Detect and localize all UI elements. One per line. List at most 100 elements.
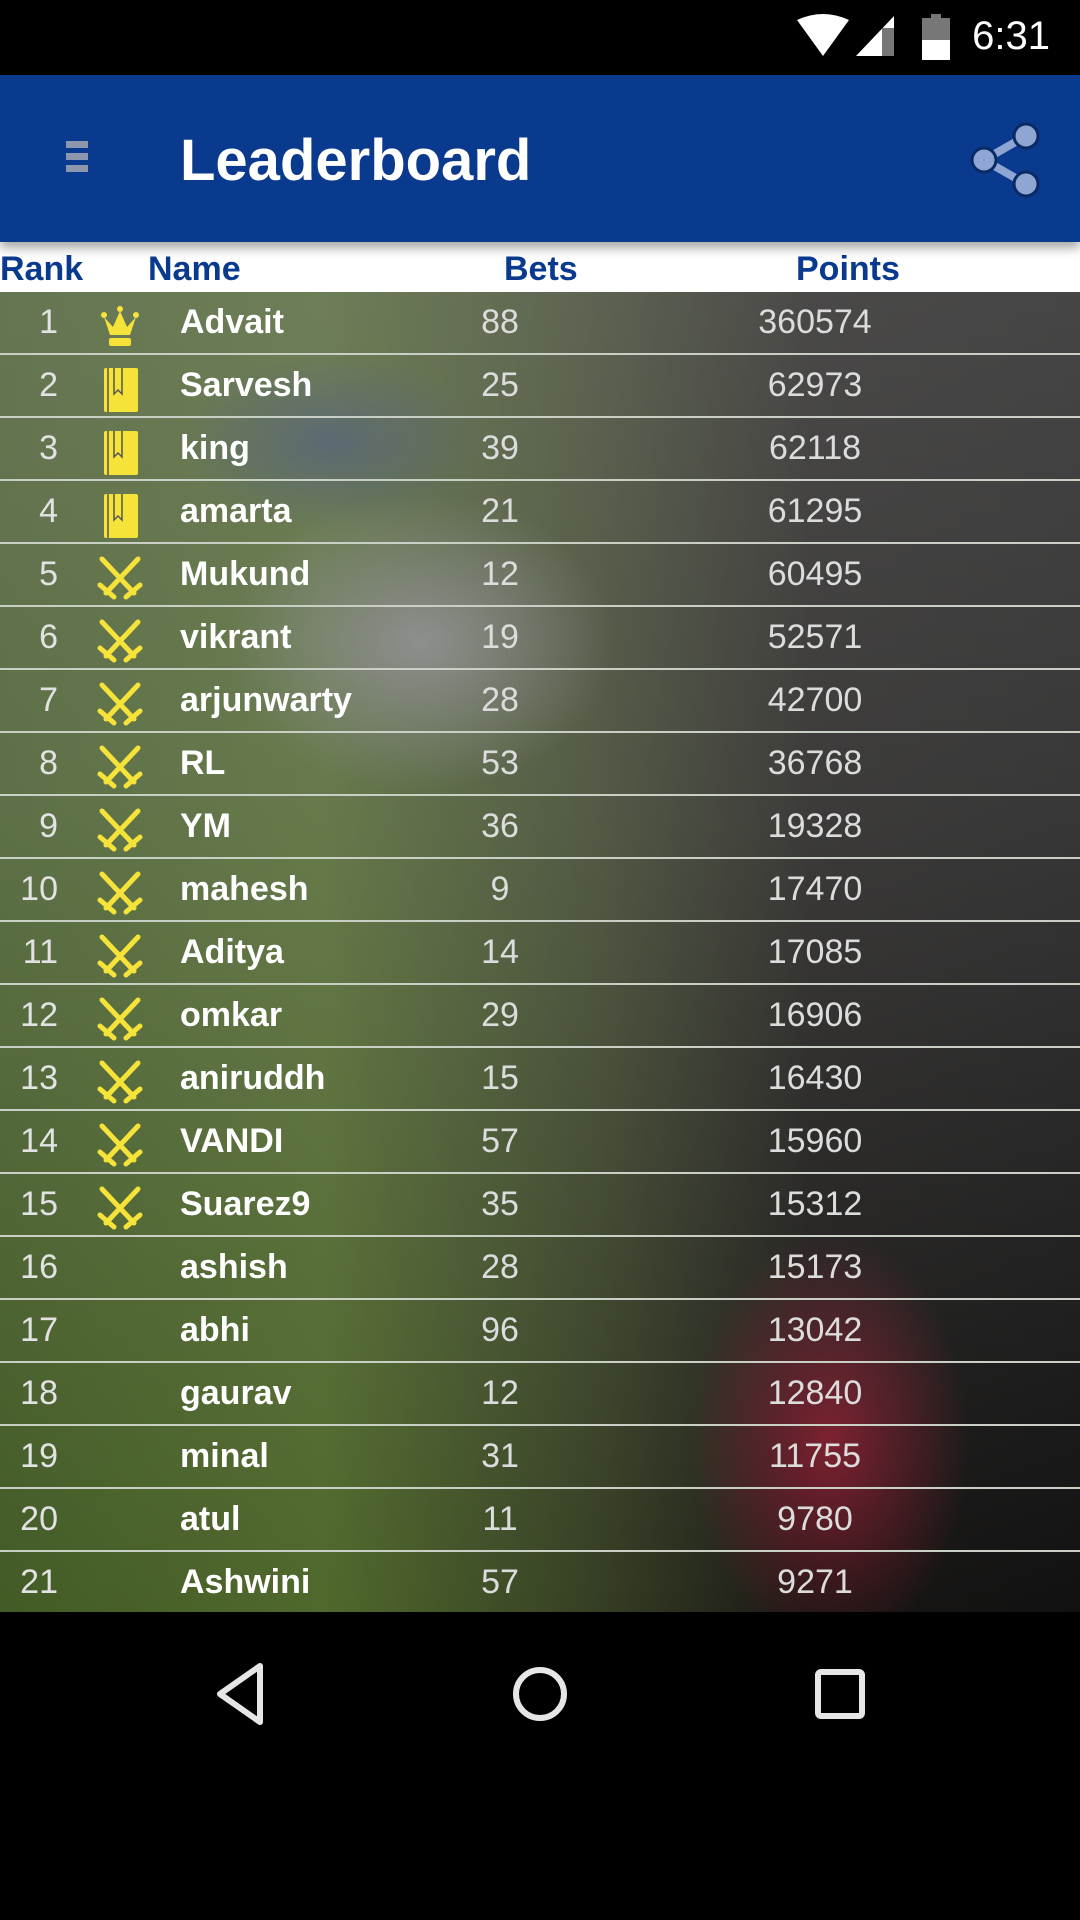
menu-icon[interactable]	[66, 141, 88, 177]
points-value: 15312	[767, 1185, 863, 1223]
player-name: Suarez9	[180, 1185, 311, 1223]
points-value: 12840	[767, 1374, 863, 1412]
crossed-swords-icon	[96, 933, 144, 981]
points-value: 9780	[777, 1500, 853, 1538]
rank: 3	[39, 429, 58, 467]
player-name: minal	[180, 1437, 269, 1475]
rank: 17	[20, 1311, 58, 1349]
player-name: aniruddh	[180, 1059, 326, 1097]
bets-count: 96	[481, 1311, 519, 1349]
rank: 10	[20, 870, 58, 908]
player-name: Sarvesh	[180, 366, 313, 404]
rank: 19	[20, 1437, 58, 1475]
bets-count: 21	[481, 492, 519, 530]
crossed-swords-icon	[96, 1059, 144, 1107]
player-name: atul	[180, 1500, 241, 1538]
player-name: YM	[180, 807, 231, 845]
home-icon[interactable]	[508, 1662, 572, 1726]
points-value: 17470	[767, 870, 863, 908]
bets-count: 12	[481, 1374, 519, 1412]
table-row[interactable]: 13 aniruddh 15 16430	[0, 1048, 1080, 1111]
points-value: 11755	[768, 1437, 862, 1475]
header-name[interactable]: Name	[148, 250, 241, 288]
table-row[interactable]: 19 minal 31 11755	[0, 1426, 1080, 1489]
crossed-swords-icon	[96, 555, 144, 603]
player-name: Advait	[180, 303, 284, 341]
back-icon[interactable]	[210, 1662, 270, 1726]
points-value: 15173	[767, 1248, 863, 1286]
points-value: 16906	[767, 996, 863, 1034]
recents-icon[interactable]	[810, 1662, 870, 1726]
bets-count: 15	[481, 1059, 519, 1097]
table-row[interactable]: 20 atul 11 9780	[0, 1489, 1080, 1552]
crossed-swords-icon	[96, 807, 144, 855]
header-bets[interactable]: Bets	[504, 250, 578, 288]
table-row[interactable]: 11 Aditya 14 17085	[0, 922, 1080, 985]
points-value: 9271	[777, 1563, 853, 1601]
bets-count: 57	[481, 1122, 519, 1160]
bets-count: 29	[481, 996, 519, 1034]
table-row[interactable]: 9 YM 36 19328	[0, 796, 1080, 859]
points-value: 62973	[767, 366, 863, 404]
table-row[interactable]: 12 omkar 29 16906	[0, 985, 1080, 1048]
table-row[interactable]: 1 Advait 88 360574	[0, 292, 1080, 355]
player-name: king	[180, 429, 250, 467]
table-row[interactable]: 21 Ashwini 57 9271	[0, 1552, 1080, 1612]
points-value: 36768	[767, 744, 863, 782]
table-row[interactable]: 18 gaurav 12 12840	[0, 1363, 1080, 1426]
crown-icon	[96, 303, 144, 351]
points-value: 16430	[767, 1059, 863, 1097]
table-row[interactable]: 17 abhi 96 13042	[0, 1300, 1080, 1363]
table-row[interactable]: 15 Suarez9 35 15312	[0, 1174, 1080, 1237]
table-row[interactable]: 16 ashish 28 15173	[0, 1237, 1080, 1300]
crossed-swords-icon	[96, 870, 144, 918]
points-value: 17085	[767, 933, 863, 971]
bets-count: 57	[481, 1563, 519, 1601]
status-bar: 6:31	[0, 0, 1080, 75]
points-value: 61295	[767, 492, 863, 530]
points-value: 60495	[767, 555, 863, 593]
rank: 18	[20, 1374, 58, 1412]
rank: 4	[39, 492, 58, 530]
player-name: arjunwarty	[180, 681, 352, 719]
points-value: 62118	[768, 429, 862, 467]
share-icon[interactable]	[968, 120, 1044, 200]
player-name: gaurav	[180, 1374, 292, 1412]
player-name: vikrant	[180, 618, 292, 656]
rank: 9	[39, 807, 58, 845]
bets-count: 12	[481, 555, 519, 593]
bets-count: 9	[490, 870, 510, 908]
book-icon	[96, 492, 144, 540]
player-name: omkar	[180, 996, 283, 1034]
table-row[interactable]: 5 Mukund 12 60495	[0, 544, 1080, 607]
table-row[interactable]: 4 amarta 21 61295	[0, 481, 1080, 544]
header-points[interactable]: Points	[796, 250, 900, 288]
table-row[interactable]: 6 vikrant 19 52571	[0, 607, 1080, 670]
bets-count: 25	[481, 366, 519, 404]
player-name: Aditya	[180, 933, 284, 971]
table-row[interactable]: 8 RL 53 36768	[0, 733, 1080, 796]
player-name: ashish	[180, 1248, 288, 1286]
crossed-swords-icon	[96, 681, 144, 729]
rank: 21	[20, 1563, 58, 1601]
table-row[interactable]: 7 arjunwarty 28 42700	[0, 670, 1080, 733]
player-name: Ashwini	[180, 1563, 311, 1601]
leaderboard-list[interactable]: 1 Advait 88 360574 2 Sarvesh 25 62973 3 king 39 621…	[0, 292, 1080, 1612]
table-row[interactable]: 2 Sarvesh 25 62973	[0, 355, 1080, 418]
rank: 7	[39, 681, 58, 719]
player-name: VANDI	[180, 1122, 284, 1160]
bets-count: 19	[481, 618, 519, 656]
rank: 16	[20, 1248, 58, 1286]
table-row[interactable]: 3 king 39 62118	[0, 418, 1080, 481]
signal-icon	[856, 16, 894, 56]
rank: 5	[39, 555, 58, 593]
points-value: 13042	[767, 1311, 863, 1349]
rank: 11	[22, 933, 58, 971]
bets-count: 14	[481, 933, 519, 971]
header-rank[interactable]: Rank	[0, 250, 84, 288]
table-row[interactable]: 14 VANDI 57 15960	[0, 1111, 1080, 1174]
table-row[interactable]: 10 mahesh 9 17470	[0, 859, 1080, 922]
table-header: Rank Name Bets Points	[0, 242, 1080, 292]
rank: 12	[20, 996, 58, 1034]
bets-count: 28	[481, 681, 519, 719]
